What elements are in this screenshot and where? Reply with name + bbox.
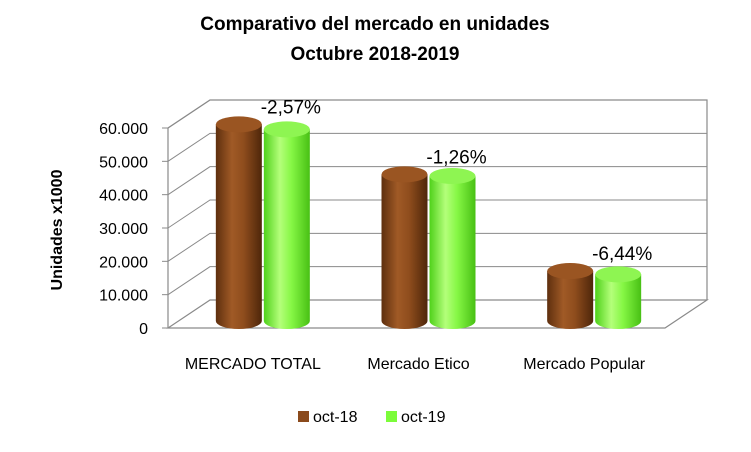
percent-change-label: -1,26% bbox=[426, 147, 486, 168]
y-tick-label: 40.000 bbox=[99, 188, 148, 205]
bar-body bbox=[595, 274, 642, 329]
bar-cap bbox=[429, 168, 476, 184]
bar-body bbox=[547, 271, 594, 329]
bar bbox=[595, 266, 642, 329]
bar-body bbox=[381, 174, 428, 329]
y-tick-label: 20.000 bbox=[99, 254, 148, 271]
chart-subtitle: Octubre 2018-2019 bbox=[291, 44, 460, 65]
bar-cap bbox=[215, 116, 262, 133]
bar bbox=[215, 116, 262, 329]
bar bbox=[263, 121, 310, 329]
x-tick-label: Mercado Popular bbox=[523, 356, 646, 373]
bar bbox=[547, 263, 594, 329]
legend-swatch bbox=[386, 411, 397, 422]
gridline bbox=[167, 199, 707, 229]
x-tick-labels: MERCADO TOTAL Mercado Etico Mercado Popula… bbox=[185, 356, 646, 373]
annotations: -2,57% -1,26% -6,44% bbox=[261, 97, 653, 265]
percent-change-label: -6,44% bbox=[592, 244, 652, 265]
bar-body bbox=[263, 129, 310, 329]
floor bbox=[166, 299, 709, 329]
bar-body bbox=[215, 124, 262, 329]
x-tick-label: Mercado Etico bbox=[367, 356, 469, 373]
y-tick-label: 50.000 bbox=[99, 154, 148, 171]
y-tick-label: 10.000 bbox=[99, 288, 148, 305]
legend-label: oct-19 bbox=[401, 409, 446, 426]
x-tick-label: MERCADO TOTAL bbox=[185, 356, 321, 373]
legend-swatch bbox=[298, 411, 309, 422]
gridline bbox=[167, 266, 707, 296]
gridline bbox=[167, 132, 707, 162]
bar bbox=[429, 168, 476, 329]
legend-label: oct-18 bbox=[313, 409, 358, 426]
bar-body bbox=[429, 176, 476, 329]
y-tick-label: 60.000 bbox=[99, 121, 148, 138]
gridline bbox=[167, 232, 707, 262]
bar bbox=[381, 166, 428, 329]
chart-title: Comparativo del mercado en unidades bbox=[200, 14, 549, 35]
bar-cap bbox=[547, 263, 594, 279]
bar-cap bbox=[263, 121, 310, 138]
y-tick-label: 0 bbox=[139, 321, 148, 338]
y-axis-label: Unidades x1000 bbox=[49, 169, 66, 290]
gridlines bbox=[167, 99, 707, 296]
percent-change-label: -2,57% bbox=[261, 97, 321, 118]
gridline bbox=[167, 99, 707, 129]
gridline bbox=[167, 166, 707, 196]
bars bbox=[215, 116, 642, 329]
y-tick-label: 30.000 bbox=[99, 221, 148, 238]
y-tick-labels: 0 10.000 20.000 30.000 40.000 50.000 60.000 bbox=[99, 121, 168, 338]
bar-cap bbox=[595, 266, 642, 283]
legend: oct-18 oct-19 bbox=[298, 409, 446, 426]
bar-cap bbox=[381, 166, 428, 183]
